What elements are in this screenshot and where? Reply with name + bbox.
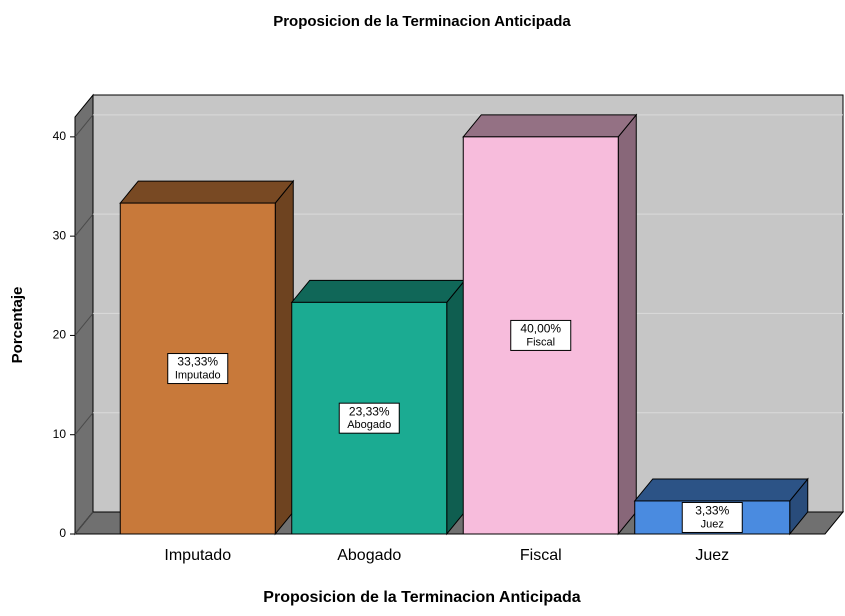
left-wall (74, 93, 94, 536)
y-tick-label: 40 (53, 129, 67, 143)
bar-side (617, 113, 637, 536)
bar-side (274, 179, 294, 536)
y-axis-title: Porcentaje (9, 287, 26, 364)
bar-top (633, 478, 809, 502)
x-tick-label: Imputado (164, 547, 231, 564)
value-label: 3,33% (695, 504, 729, 518)
bar-top (290, 279, 466, 303)
value-label-box (167, 353, 229, 385)
tick-line (74, 213, 94, 237)
x-axis-title: Proposicion de la Terminacion Anticipada (263, 589, 580, 606)
value-label-category: Abogado (347, 419, 391, 431)
value-label-box (510, 319, 572, 351)
y-tick-label: 30 (53, 228, 67, 242)
value-label-box (681, 501, 743, 533)
value-label-box (338, 402, 400, 434)
tick-line (74, 313, 94, 336)
value-label-category: Juez (701, 518, 724, 530)
tick-line (74, 412, 94, 436)
value-label: 40,00% (520, 322, 561, 336)
y-tick-label: 20 (53, 328, 67, 342)
bar-side (446, 278, 466, 536)
x-tick-label: Juez (695, 547, 729, 564)
y-tick-label: 0 (59, 526, 66, 540)
tick-line (74, 511, 94, 535)
chart-title: Proposicion de la Terminacion Anticipada (273, 13, 571, 30)
x-tick-label: Fiscal (520, 547, 562, 564)
bar-top (119, 180, 295, 204)
y-tick-label: 10 (53, 427, 67, 441)
value-label-category: Imputado (175, 369, 221, 381)
value-label: 23,33% (349, 404, 390, 418)
value-label-category: Fiscal (526, 336, 555, 348)
x-tick-label: Abogado (337, 547, 401, 564)
tick-line (74, 114, 94, 138)
value-label: 33,33% (177, 355, 218, 369)
bar-top (462, 114, 638, 138)
